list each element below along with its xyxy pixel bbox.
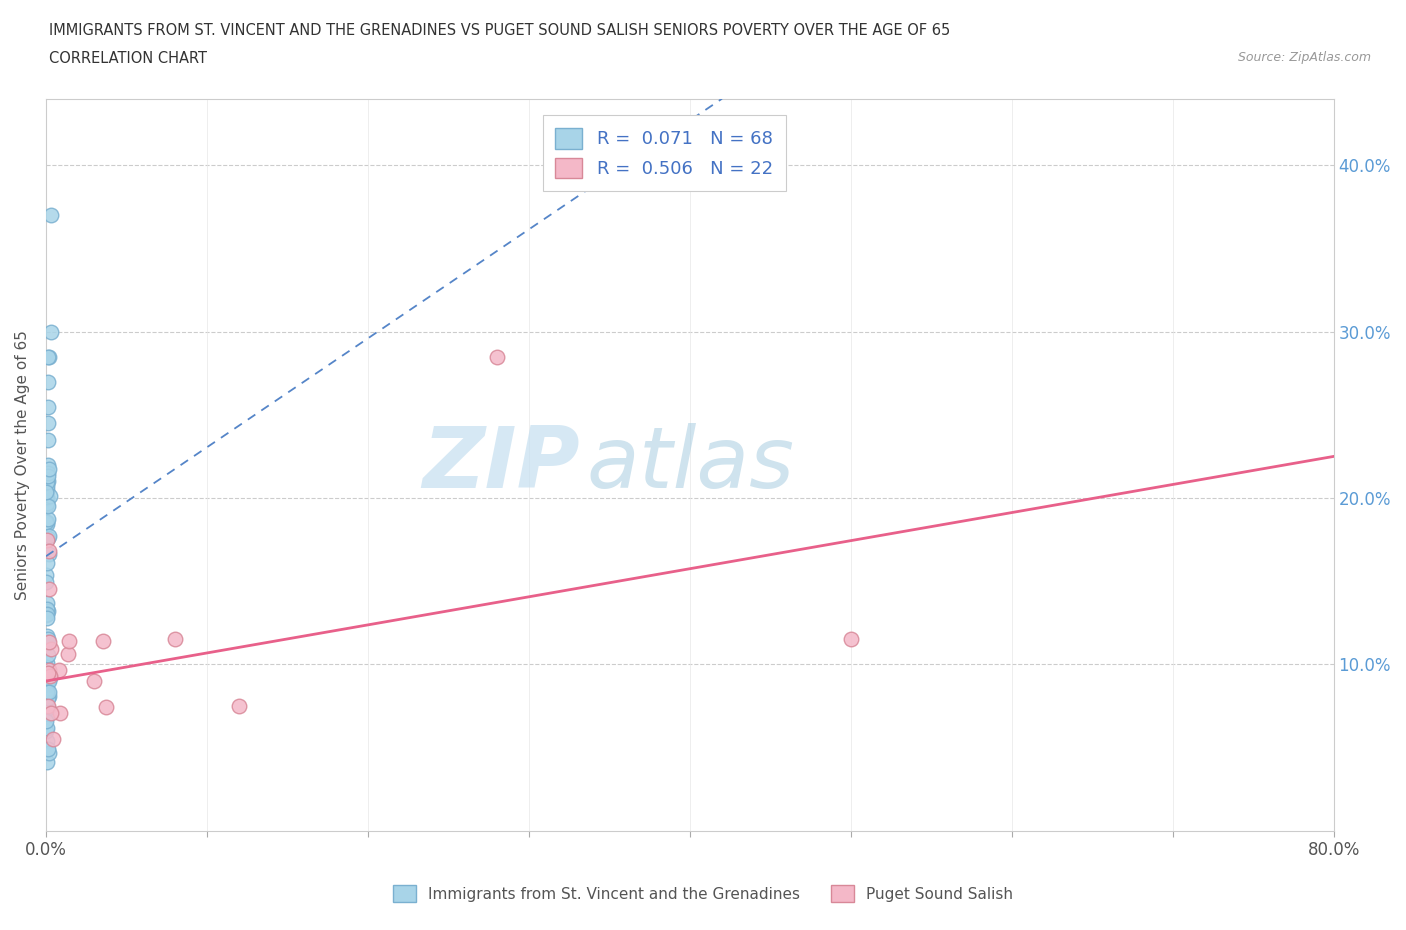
Point — [35, 515, 58, 530]
Point — [37, 469, 59, 484]
Point — [37, 666, 59, 681]
Point — [35, 595, 58, 610]
Point — [163, 632, 186, 647]
Point — [38, 670, 60, 684]
Point — [35, 610, 58, 625]
Point — [37, 648, 59, 663]
Text: IMMIGRANTS FROM ST. VINCENT AND THE GRENADINES VS PUGET SOUND SALISH SENIORS POV: IMMIGRANTS FROM ST. VINCENT AND THE GREN… — [49, 23, 950, 38]
Point — [39, 642, 62, 657]
Point — [35, 491, 58, 506]
Text: atlas: atlas — [586, 423, 794, 506]
Point — [35, 515, 58, 530]
Point — [35, 724, 58, 738]
Point — [38, 688, 60, 703]
Point — [38, 528, 60, 543]
Text: CORRELATION CHART: CORRELATION CHART — [49, 51, 207, 66]
Point — [39, 207, 62, 222]
Point — [37, 483, 59, 498]
Point — [485, 349, 508, 364]
Point — [35, 688, 58, 703]
Point — [39, 705, 62, 720]
Point — [35, 491, 58, 506]
Point — [38, 634, 60, 649]
Point — [49, 705, 72, 720]
Point — [37, 432, 59, 447]
Point — [38, 461, 60, 476]
Point — [38, 582, 60, 597]
Point — [38, 349, 60, 364]
Point — [37, 661, 59, 676]
Point — [37, 741, 59, 756]
Point — [35, 755, 58, 770]
Point — [35, 567, 58, 582]
Point — [37, 631, 59, 646]
Point — [38, 673, 60, 688]
Point — [37, 474, 59, 489]
Point — [38, 662, 60, 677]
Point — [56, 646, 79, 661]
Point — [35, 629, 58, 644]
Point — [35, 498, 58, 513]
Point — [35, 634, 58, 649]
Legend: R =  0.071   N = 68, R =  0.506   N = 22: R = 0.071 N = 68, R = 0.506 N = 22 — [543, 115, 786, 191]
Text: Source: ZipAtlas.com: Source: ZipAtlas.com — [1237, 51, 1371, 64]
Point — [38, 671, 60, 686]
Point — [37, 499, 59, 514]
Point — [35, 608, 58, 623]
Point — [37, 399, 59, 414]
Y-axis label: Seniors Poverty Over the Age of 65: Seniors Poverty Over the Age of 65 — [15, 330, 30, 600]
Point — [37, 349, 59, 364]
Point — [839, 632, 862, 647]
Point — [83, 673, 105, 688]
Point — [35, 709, 58, 724]
Point — [37, 466, 59, 481]
Point — [35, 660, 58, 675]
Point — [37, 667, 59, 682]
Point — [37, 604, 59, 618]
Point — [228, 698, 250, 713]
Point — [37, 512, 59, 526]
Point — [38, 684, 60, 699]
Point — [37, 496, 59, 511]
Point — [42, 732, 65, 747]
Point — [35, 685, 58, 700]
Point — [37, 374, 59, 389]
Point — [38, 746, 60, 761]
Point — [35, 606, 58, 621]
Point — [35, 602, 58, 617]
Point — [35, 734, 58, 749]
Point — [94, 700, 117, 715]
Point — [35, 656, 58, 671]
Point — [37, 701, 59, 716]
Point — [37, 533, 59, 548]
Point — [37, 690, 59, 705]
Point — [39, 488, 62, 503]
Point — [35, 682, 58, 697]
Point — [35, 574, 58, 589]
Point — [35, 515, 58, 530]
Point — [35, 474, 58, 489]
Legend: Immigrants from St. Vincent and the Grenadines, Puget Sound Salish: Immigrants from St. Vincent and the Gren… — [387, 879, 1019, 909]
Point — [35, 682, 58, 697]
Point — [39, 325, 62, 339]
Point — [37, 698, 59, 713]
Point — [35, 489, 58, 504]
Point — [35, 516, 58, 531]
Point — [37, 458, 59, 472]
Point — [91, 634, 114, 649]
Point — [37, 478, 59, 493]
Point — [58, 634, 80, 649]
Point — [37, 416, 59, 431]
Point — [48, 663, 70, 678]
Point — [35, 721, 58, 736]
Point — [35, 713, 58, 728]
Point — [39, 669, 62, 684]
Text: ZIP: ZIP — [423, 423, 581, 506]
Point — [38, 546, 60, 561]
Point — [35, 485, 58, 499]
Point — [37, 555, 59, 570]
Point — [37, 530, 59, 545]
Point — [38, 544, 60, 559]
